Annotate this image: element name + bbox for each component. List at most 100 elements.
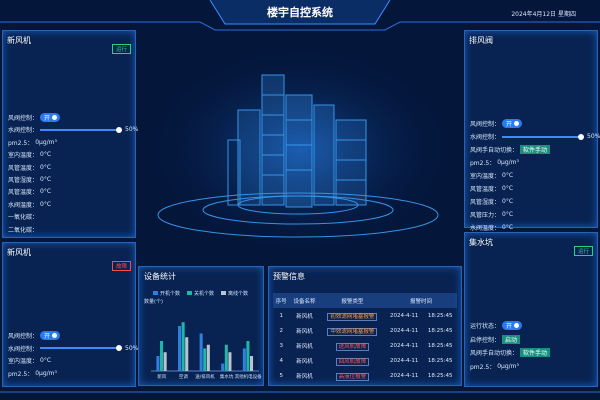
field-label: 风阀手自动切换：: [470, 350, 519, 357]
field-row: 室内温度： 0°C: [470, 171, 513, 180]
field-value: 0°C: [40, 200, 52, 208]
field-label: 风管湿度：: [8, 177, 39, 184]
cell-text: 新风机: [296, 313, 313, 320]
panel-title: 集水坑: [469, 238, 493, 247]
table-cell: 新风机: [289, 368, 319, 383]
field-label: 室内温度：: [8, 358, 39, 366]
glow: [140, 40, 460, 260]
table-row: 2 新风机 中效滤网堵塞报警 2024-4-11 18:25:45: [273, 323, 457, 338]
field-row: 水阀温度： 0°C: [8, 200, 51, 209]
field-row: 风阀手自动切换： 软件手动: [470, 145, 551, 154]
table-cell: 2024-4-11: [385, 368, 423, 383]
bar: [156, 356, 160, 371]
field-label: 风阀控制：: [470, 121, 501, 128]
cell-text: 5: [279, 372, 283, 379]
cell-text: 新风机: [296, 343, 313, 350]
field-label: pm2.5：: [470, 160, 496, 167]
alarm-title: 预警信息: [273, 272, 305, 281]
cell-text: 2024-4-11: [389, 357, 419, 364]
field-label: 风管湿度：: [470, 199, 501, 206]
table-row: 3 新风机 送风机故障 2024-4-11 18:25:45: [273, 338, 457, 353]
toggle-text: 开: [506, 121, 513, 128]
table-cell: 18:25:45: [423, 368, 457, 383]
field-value: 0μg/m³: [497, 362, 519, 370]
table-cell: 5: [273, 368, 289, 383]
field-row: 风阀控制： 开: [8, 331, 61, 340]
field-row: 风阀手自动切换： 软件手动: [470, 348, 551, 357]
header-line: [0, 21, 600, 31]
field-row: 室内温度： 0°C: [8, 356, 51, 365]
button[interactable]: 启动: [502, 334, 521, 344]
table-cell: 回风机故障: [320, 353, 385, 368]
toggle[interactable]: 开: [40, 331, 61, 340]
field-row: 启停控制： 启动: [470, 334, 521, 344]
alarm-type: 初效滤网堵塞报警: [327, 312, 378, 321]
cell-text: 18:25:45: [427, 327, 453, 334]
column-header: 设备名称: [289, 293, 320, 308]
panel-title: 新风机: [7, 248, 31, 257]
field-row: 水阀温度： 0°C: [470, 223, 513, 232]
field-label: 室内温度：: [8, 152, 39, 160]
table-row: 4 新风机 回风机故障 2024-4-11 18:25:45: [273, 353, 457, 368]
field-label: 水阀温度：: [470, 225, 501, 232]
status-badge: 故障: [111, 261, 131, 271]
table-cell: 2024-4-11: [385, 338, 423, 353]
toggle-text: 开: [44, 333, 51, 340]
bar: [163, 352, 167, 371]
cell-text: 2: [279, 327, 283, 334]
cell-text: 18:25:45: [427, 372, 453, 379]
bar: [206, 344, 210, 371]
field-row: 风管湿度： 0°C: [470, 197, 513, 206]
field-value: 0°C: [502, 172, 514, 179]
slider[interactable]: [40, 126, 123, 133]
toggle-knob: [514, 323, 520, 328]
legend-swatch: [221, 291, 226, 295]
field-value: 0μg/m³: [497, 159, 519, 166]
field-label: pm2.5：: [8, 139, 34, 147]
cell-text: 1: [279, 312, 283, 319]
field-label: 风阀手自动切换：: [470, 147, 519, 154]
field-row: 一氧化碳：: [8, 212, 38, 221]
slider[interactable]: [40, 345, 123, 352]
chart-panel: 设备统计 数量(个) 开机个数 关机个数 离线个数 新风 空调 送/排风机 集水坑 其他机电设…: [138, 266, 264, 386]
column-header: 报警时间: [385, 293, 457, 308]
slider-value: 50%: [125, 344, 139, 352]
bar: [242, 348, 246, 371]
toggle-knob: [52, 115, 58, 120]
bar: [250, 356, 254, 371]
slider[interactable]: [502, 133, 585, 140]
table-cell: 18:25:45: [423, 308, 457, 323]
field-row: 水阀控制： 50%: [470, 132, 600, 141]
legend-label: 离线个数: [228, 290, 248, 297]
field-label: 水阀控制：: [470, 134, 501, 141]
button[interactable]: 软件手动: [520, 145, 551, 154]
panel-title: 排风阀: [469, 36, 493, 45]
legend-label: 关机个数: [194, 290, 214, 297]
button[interactable]: 软件手动: [520, 348, 551, 357]
field-row: pm2.5： 0μg/m³: [8, 369, 57, 378]
field-label: 水阀温度：: [8, 201, 39, 209]
toggle[interactable]: 开: [40, 113, 61, 122]
table-cell: 新风机: [289, 338, 319, 353]
field-row: 风阀控制： 开: [8, 113, 61, 122]
x-tick-label: 集水坑: [220, 373, 234, 380]
legend-swatch: [187, 291, 192, 295]
weekday: 星期四: [557, 11, 576, 18]
bar: [178, 326, 182, 371]
field-label: pm2.5：: [470, 363, 496, 371]
field-row: 水阀控制： 50%: [8, 125, 138, 134]
field-row: 二氧化碳：: [8, 225, 38, 234]
panel: 集水坑 运行 运行状态：开启停控制： 启动 风阀手自动切换： 软件手动 pm2.5： 0μg/…: [464, 232, 598, 387]
table-cell: 18:25:45: [423, 338, 457, 353]
field-label: 风管温度：: [470, 186, 501, 193]
table-row: 1 新风机 初效滤网堵塞报警 2024-4-11 18:25:45: [273, 308, 457, 323]
x-tick-label: 其他机电设备: [235, 373, 262, 380]
panel: 新风机 故障 风阀控制： 开水阀控制： 50% 室内温度： 0°C pm2.5： 0μg/m³: [2, 242, 139, 387]
toggle[interactable]: 开: [502, 119, 523, 128]
field-row: 运行状态： 开: [470, 321, 523, 330]
alarm-panel: 预警信息 序号 设备名称 报警类型 报警时间 1 新风机 初效滤网堵塞报警 2024-4-11…: [268, 266, 462, 386]
x-tick-label: 新风: [157, 373, 166, 380]
table-cell: 新风机: [289, 323, 319, 338]
toggle[interactable]: 开: [502, 321, 523, 330]
title: 楼宇自控系统: [267, 6, 333, 19]
